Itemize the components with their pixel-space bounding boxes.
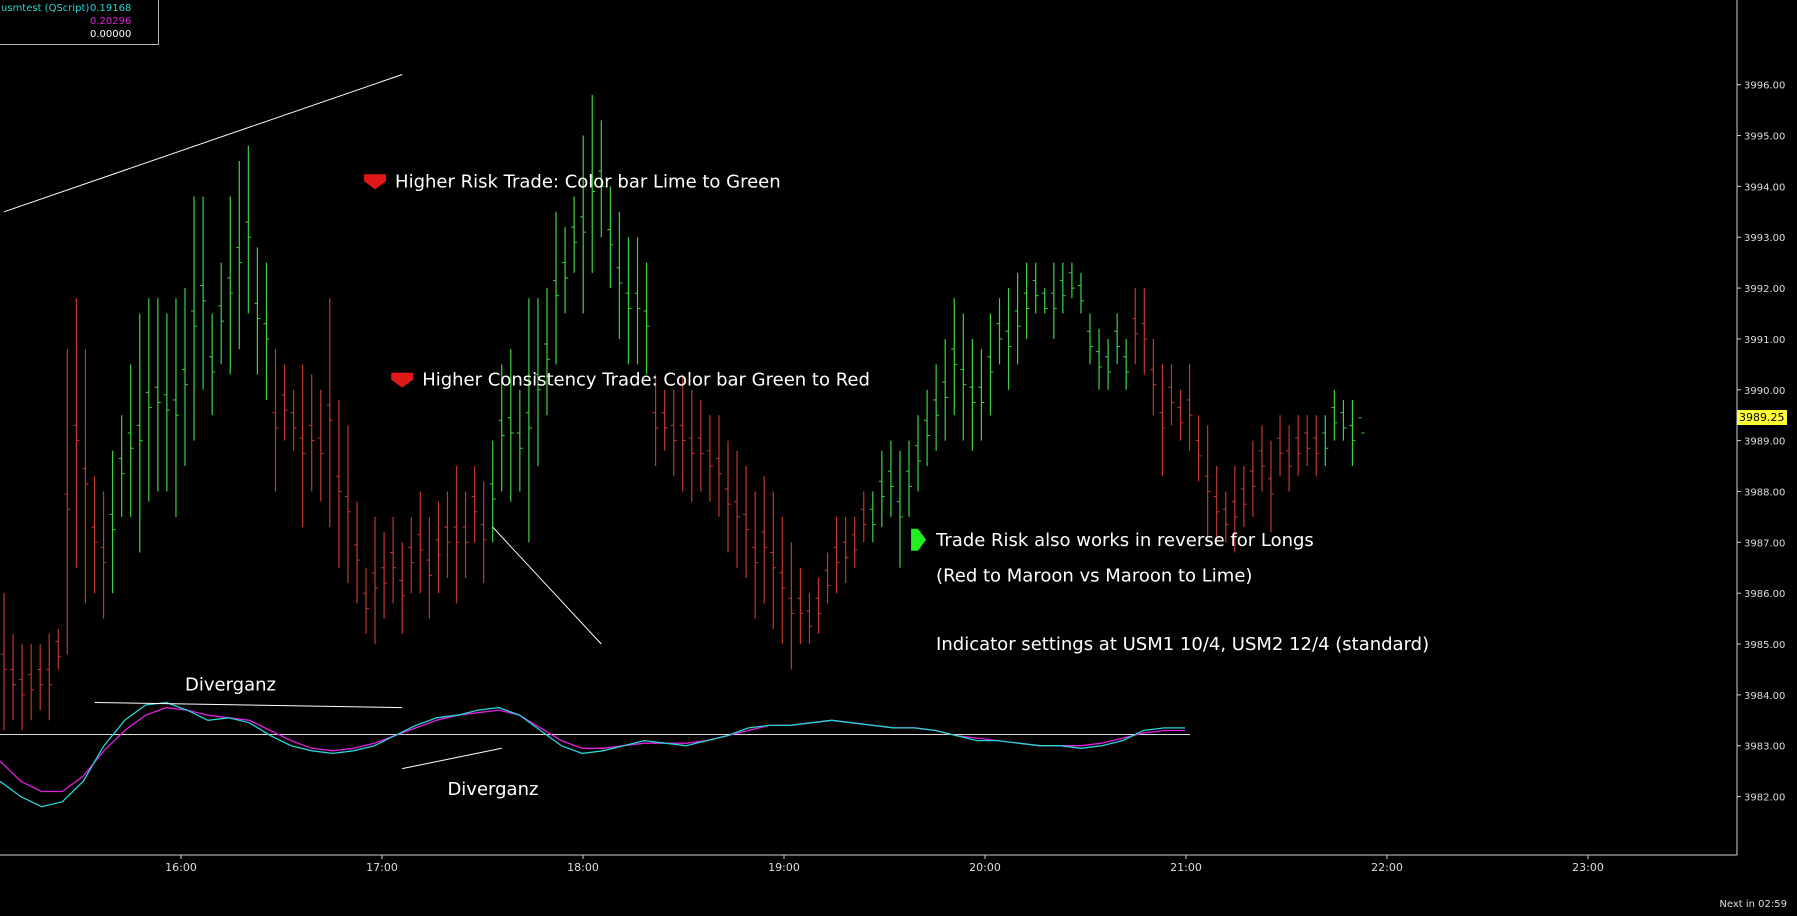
y-tick-label: 3989.00 <box>1744 437 1785 448</box>
x-tick-label: 23:00 <box>1572 861 1604 874</box>
y-tick-label: 3993.00 <box>1744 233 1785 244</box>
axes: 3982.00 3983.00 3984.00 3985.00 3986.00 3987.… <box>0 0 1785 874</box>
y-tick-label: 3987.00 <box>1744 538 1785 549</box>
price-bars <box>1 94 1365 731</box>
legend-value-2: 0.20296 <box>90 16 132 27</box>
x-tick-label: 18:00 <box>567 861 599 874</box>
x-tick-label: 20:00 <box>969 861 1001 874</box>
annotations: Higher Risk Trade: Color bar Lime to Gre… <box>185 171 1429 800</box>
x-tick-label: 19:00 <box>768 861 800 874</box>
right-arrow-icon <box>911 528 927 551</box>
last-price-tag: 3989.25 <box>1737 410 1787 425</box>
oscillator-magenta-line <box>0 706 1185 793</box>
y-tick-label: 3983.00 <box>1744 742 1785 753</box>
legend-indicator-name: usmtest (QScript) <box>1 3 90 14</box>
legend-value-1: 0.19168 <box>90 3 132 14</box>
oscillator-cyan-line <box>0 701 1185 808</box>
next-bar-countdown: Next in 02:59 <box>1719 899 1787 910</box>
annotation-div1: Diverganz <box>185 675 276 696</box>
annotation-consistency: Higher Consistency Trade: Color bar Gree… <box>422 370 870 391</box>
trendline <box>94 702 403 709</box>
y-tick-label: 3991.00 <box>1744 335 1785 346</box>
y-tick-label: 3996.00 <box>1744 81 1785 92</box>
indicator-legend: usmtest (QScript) 0.19168 0.20296 0.0000… <box>0 0 159 45</box>
legend-value-3: 0.00000 <box>90 29 132 40</box>
y-tick-label: 3995.00 <box>1744 132 1785 143</box>
y-tick-label: 3992.00 <box>1744 284 1785 295</box>
trendline <box>402 747 502 770</box>
x-tick-label: 21:00 <box>1170 861 1202 874</box>
y-tick-label: 3982.00 <box>1744 793 1785 804</box>
trendline <box>3 74 403 213</box>
annotation-reverse: Trade Risk also works in reverse for Lon… <box>935 530 1314 551</box>
x-tick-label: 17:00 <box>366 861 398 874</box>
y-tick-label: 3994.00 <box>1744 182 1785 193</box>
down-arrow-icon <box>391 372 414 388</box>
trendline <box>492 526 602 645</box>
trendlines <box>3 74 602 770</box>
annotation-settings: Indicator settings at USM1 10/4, USM2 12… <box>936 634 1429 655</box>
oscillator-panel <box>0 701 1190 808</box>
y-tick-label: 3985.00 <box>1744 640 1785 651</box>
annotation-div2: Diverganz <box>447 779 538 800</box>
x-tick-label: 22:00 <box>1371 861 1403 874</box>
down-arrow-icon <box>364 174 387 190</box>
y-tick-label: 3990.00 <box>1744 386 1785 397</box>
y-tick-label: 3986.00 <box>1744 589 1785 600</box>
y-tick-label: 3988.00 <box>1744 487 1785 498</box>
annotation-reverse2: (Red to Maroon vs Maroon to Lime) <box>936 565 1252 586</box>
annotation-risk: Higher Risk Trade: Color bar Lime to Gre… <box>395 171 781 192</box>
x-tick-label: 16:00 <box>165 861 197 874</box>
y-tick-label: 3984.00 <box>1744 691 1785 702</box>
